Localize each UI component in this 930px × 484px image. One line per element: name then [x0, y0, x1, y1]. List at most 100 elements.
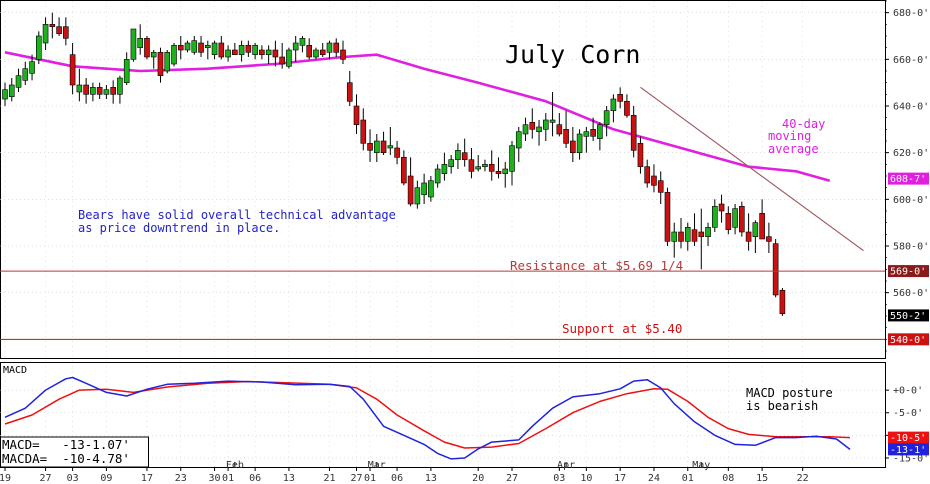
- candle-body-up: [123, 59, 130, 83]
- candle: [164, 50, 171, 74]
- candle-body-down: [144, 38, 150, 58]
- candle-body-up: [137, 38, 143, 48]
- candle: [522, 117, 529, 141]
- candle-body-up: [711, 206, 718, 228]
- candle: [414, 180, 421, 209]
- candle-body-up: [434, 168, 441, 184]
- candle: [401, 150, 407, 186]
- candle: [29, 54, 35, 81]
- price-tick-label: 600-0': [893, 195, 929, 206]
- macd-value-tag: -10-5': [890, 433, 926, 444]
- month-label: Mar: [368, 460, 386, 471]
- candle-body-down: [218, 42, 225, 58]
- candle: [461, 138, 468, 167]
- macda-value-tag: -13-1': [890, 445, 926, 456]
- candle-body-up: [542, 119, 549, 130]
- candle-body-down: [360, 119, 367, 144]
- candle-body-up: [117, 77, 123, 95]
- candle-body-down: [739, 206, 745, 233]
- candle-body-down: [367, 143, 373, 151]
- candle: [705, 222, 711, 246]
- candle: [117, 75, 123, 104]
- candle: [353, 94, 360, 134]
- candle: [603, 106, 610, 137]
- candle-body-up: [576, 133, 583, 153]
- candle: [265, 45, 272, 64]
- candle: [292, 36, 299, 62]
- candle: [684, 222, 691, 251]
- price-tick-label: 640-0': [893, 102, 929, 113]
- candle-body-down: [651, 175, 657, 186]
- candle: [583, 127, 590, 153]
- candle-body-up: [29, 61, 35, 74]
- candle: [617, 87, 623, 109]
- support-value-tag-bg: [888, 333, 929, 346]
- candle-body-up: [549, 119, 556, 123]
- candle-body-down: [664, 192, 671, 242]
- candle-body-down: [759, 213, 765, 240]
- date-tick-label: 27: [40, 473, 52, 484]
- candle: [495, 157, 502, 179]
- macd-readout-box: [0, 436, 149, 468]
- date-tick-label: 17: [614, 473, 626, 484]
- candle: [76, 68, 83, 102]
- date-tick-label: 15: [756, 473, 768, 484]
- candle-body-down: [772, 243, 779, 296]
- candle-body-up: [211, 42, 218, 55]
- candle-body-down: [630, 115, 637, 151]
- macd-line: [4, 376, 851, 460]
- month-label: May: [692, 460, 710, 471]
- candle-body-down: [488, 164, 495, 172]
- candle-body-down: [401, 157, 407, 184]
- date-tick-label: 22: [797, 473, 809, 484]
- candle-body-up: [428, 180, 434, 198]
- candle-body-down: [157, 52, 164, 76]
- candle-body-down: [340, 49, 346, 60]
- candle: [184, 40, 191, 53]
- candle-body-down: [394, 147, 400, 158]
- candle-body-up: [90, 87, 96, 95]
- candle: [299, 36, 306, 53]
- candle-body-up: [130, 28, 137, 60]
- candle: [502, 162, 509, 188]
- candle-body-up: [603, 110, 610, 125]
- macd-readout: MACD= -13-1.07': [2, 437, 130, 452]
- candle-body-down: [725, 213, 732, 230]
- candle: [779, 288, 786, 316]
- date-tick-label: 03: [553, 473, 565, 484]
- candle: [2, 82, 8, 106]
- candle: [671, 222, 678, 258]
- date-tick-label: 24: [648, 473, 660, 484]
- date-tick-label: 03: [67, 473, 79, 484]
- candle: [306, 38, 313, 60]
- candle-body-down: [495, 171, 502, 174]
- candle: [286, 47, 292, 69]
- candle-body-down: [245, 45, 252, 53]
- candle-body-up: [103, 89, 110, 95]
- candle: [637, 136, 644, 174]
- candle-body-up: [475, 166, 482, 170]
- support-label: Support at $5.40: [562, 321, 682, 336]
- candle-body-up: [509, 145, 515, 172]
- candle-body-down: [279, 56, 285, 65]
- candle: [272, 40, 279, 67]
- candle: [556, 113, 563, 137]
- last-price-tag-bg: [888, 309, 929, 322]
- candle: [732, 204, 738, 235]
- candle: [759, 199, 765, 240]
- date-tick-label: 19: [0, 473, 11, 484]
- candle: [651, 164, 657, 193]
- resistance-value-tag: 569-0': [890, 267, 926, 278]
- candle-body-up: [583, 131, 590, 137]
- candle: [198, 36, 204, 57]
- candle: [428, 176, 434, 202]
- candle: [333, 38, 340, 57]
- candle: [678, 218, 684, 249]
- candle: [711, 199, 718, 232]
- candle-body-down: [766, 236, 772, 242]
- candle: [15, 68, 22, 92]
- candle: [624, 94, 630, 118]
- candle-body-down: [380, 140, 387, 153]
- candle: [725, 206, 732, 235]
